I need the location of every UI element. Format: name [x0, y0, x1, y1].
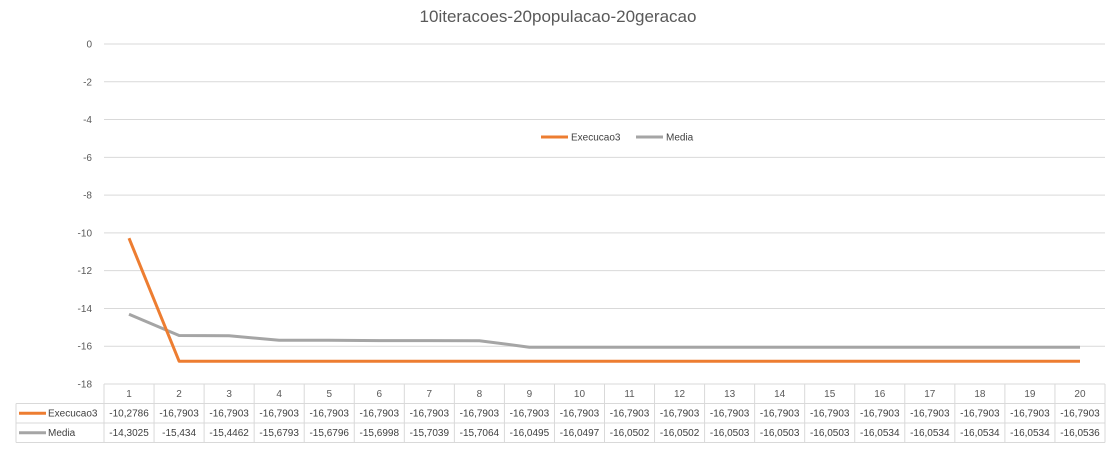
x-tick-label: 6	[376, 389, 382, 400]
y-tick-label: -4	[83, 115, 92, 126]
table-cell: -16,0497	[560, 428, 600, 439]
x-tick-label: 14	[774, 389, 786, 400]
table-cell: -16,7903	[860, 409, 900, 420]
x-tick-label: 2	[176, 389, 182, 400]
table-cell: -16,0534	[960, 428, 1000, 439]
x-tick-label: 11	[624, 389, 635, 400]
y-tick-label: -10	[78, 228, 93, 239]
table-cell: -16,0503	[760, 428, 800, 439]
table-cell: -16,7903	[1060, 409, 1100, 420]
table-cell: -10,2786	[109, 409, 149, 420]
x-tick-label: 10	[574, 389, 586, 400]
table-cell: -16,7903	[760, 409, 800, 420]
x-tick-label: 1	[126, 389, 132, 400]
table-cell: -16,7903	[410, 409, 450, 420]
table-cell: -16,0502	[660, 428, 700, 439]
legend-label: Media	[666, 133, 694, 144]
x-tick-label: 3	[226, 389, 232, 400]
table-cell: -16,7903	[660, 409, 700, 420]
x-tick-label: 18	[974, 389, 986, 400]
gridlines	[104, 43, 1105, 385]
table-cell: -14,3025	[109, 428, 149, 439]
table-cell: -16,7903	[810, 409, 850, 420]
x-tick-label: 12	[674, 389, 686, 400]
y-axis-ticks: 0 -2 -4 -6 -8 -10 -12 -14 -16 -18	[78, 40, 93, 391]
data-table: 1 2 3 4 5 6 7 8 9 10 11 12 13 14 15 16 17 18 19 20Execucao3…	[15, 384, 1106, 443]
table-cell: -16,7903	[309, 409, 349, 420]
x-tick-label: 15	[824, 389, 836, 400]
table-cell: -16,0503	[810, 428, 850, 439]
table-cell: -16,7903	[510, 409, 550, 420]
x-tick-label: 16	[874, 389, 886, 400]
x-tick-label: 13	[724, 389, 736, 400]
table-cell: -16,7903	[560, 409, 600, 420]
y-tick-label: -8	[83, 191, 92, 202]
table-cell: -16,7903	[159, 409, 199, 420]
chart-title: 10iteracoes-20populacao-20geracao	[420, 7, 697, 26]
table-cell: -16,0495	[510, 428, 550, 439]
table-cell: -16,7903	[960, 409, 1000, 420]
x-tick-label: 9	[527, 389, 533, 400]
table-cell: -15,6796	[309, 428, 349, 439]
x-tick-label: 5	[326, 389, 332, 400]
table-series-name: Execucao3	[48, 409, 98, 420]
x-tick-label: 4	[276, 389, 282, 400]
table-cell: -16,7903	[209, 409, 249, 420]
y-tick-label: -12	[78, 266, 93, 277]
table-cell: -16,0503	[710, 428, 750, 439]
y-tick-label: -18	[78, 380, 93, 391]
series-line-media	[128, 312, 1080, 349]
table-cell: -15,434	[162, 428, 196, 439]
x-tick-label: 8	[477, 389, 483, 400]
table-cell: -16,7903	[360, 409, 400, 420]
table-series-name: Media	[48, 428, 76, 439]
y-tick-label: 0	[86, 40, 92, 51]
table-cell: -16,7903	[710, 409, 750, 420]
table-cell: -15,7064	[460, 428, 500, 439]
x-tick-label: 7	[427, 389, 433, 400]
table-cell: -15,7039	[410, 428, 450, 439]
series-lines	[127, 237, 1080, 363]
legend: Execucao3 Media	[541, 133, 694, 144]
table-cell: -16,0534	[860, 428, 900, 439]
table-cell: -15,4462	[209, 428, 249, 439]
x-tick-label: 20	[1074, 389, 1086, 400]
table-cell: -15,6793	[259, 428, 299, 439]
table-cell: -16,0502	[610, 428, 650, 439]
table-cell: -16,7903	[259, 409, 299, 420]
x-tick-label: 19	[1024, 389, 1036, 400]
y-tick-label: -14	[78, 304, 93, 315]
table-cell: -16,0534	[910, 428, 950, 439]
table-cell: -15,6998	[360, 428, 400, 439]
table-cell: -16,7903	[460, 409, 500, 420]
legend-label: Execucao3	[571, 133, 621, 144]
table-cell: -16,7903	[910, 409, 950, 420]
y-tick-label: -6	[83, 153, 92, 164]
table-cell: -16,0536	[1060, 428, 1100, 439]
y-tick-label: -2	[83, 77, 92, 88]
series-line-execucao3	[127, 237, 1080, 363]
y-tick-label: -16	[78, 342, 93, 353]
x-tick-label: 17	[924, 389, 936, 400]
table-cell: -16,0534	[1010, 428, 1050, 439]
table-cell: -16,7903	[610, 409, 650, 420]
table-cell: -16,7903	[1010, 409, 1050, 420]
